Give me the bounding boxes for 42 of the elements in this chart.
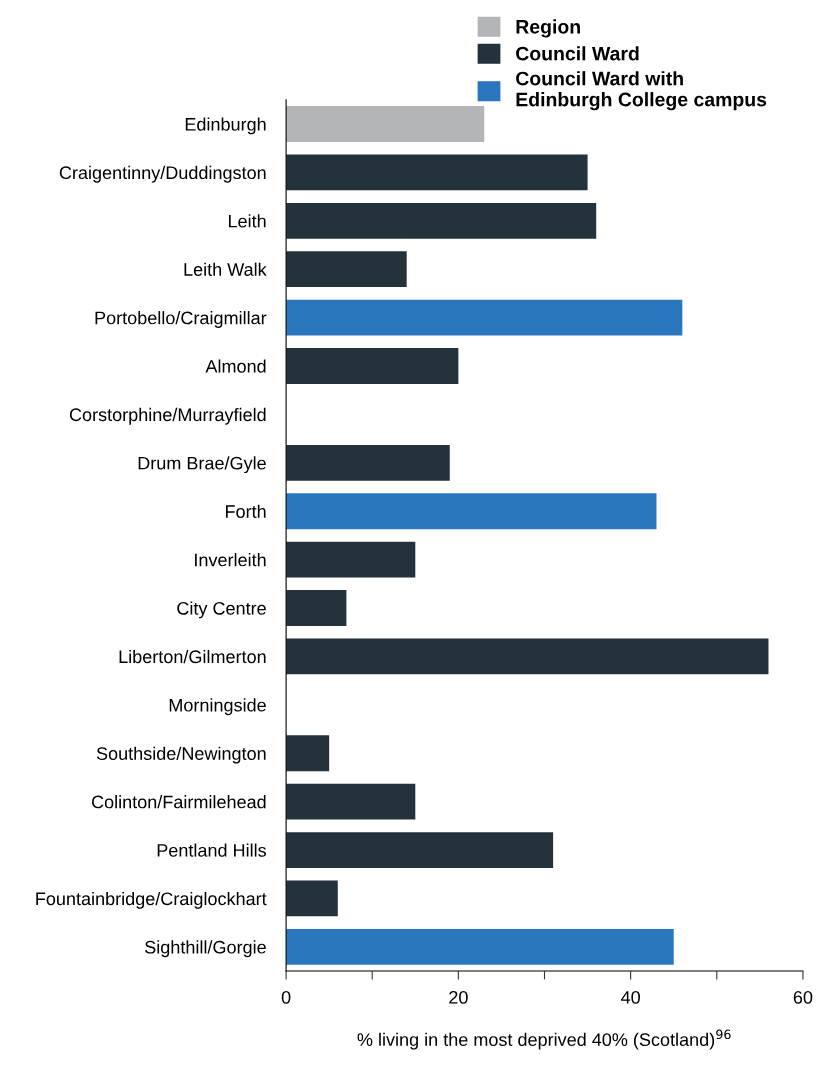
y-tick-label: City Centre bbox=[177, 601, 266, 619]
bar bbox=[286, 541, 416, 578]
y-tick-label: Southside/Newington bbox=[96, 746, 266, 764]
y-tick-label: Leith Walk bbox=[184, 262, 267, 276]
bar bbox=[286, 880, 338, 917]
y-tick-label: Craigentinny/Duddingston bbox=[59, 165, 266, 183]
y-tick-label: Portobello/Craigmillar bbox=[95, 311, 267, 328]
y-tick-label: Morningside bbox=[169, 698, 266, 716]
y-tick-label: Forth bbox=[226, 504, 266, 518]
y-tick-label: Fountainbridge/Craiglockhart bbox=[36, 891, 267, 909]
x-tick-label: 40 bbox=[621, 990, 640, 1004]
x-tick-label: 0 bbox=[281, 990, 291, 1004]
bar bbox=[286, 299, 683, 336]
bar bbox=[286, 106, 485, 142]
y-tick-label: Liberton/Gilmerton bbox=[119, 649, 266, 664]
y-tick-label: Drum Brae/Gyle bbox=[138, 456, 266, 474]
bar bbox=[286, 348, 459, 384]
legend-label: Council Ward bbox=[516, 46, 639, 61]
bar bbox=[286, 928, 674, 965]
bar bbox=[286, 832, 554, 868]
bar bbox=[286, 202, 597, 239]
x-tick-label: 60 bbox=[793, 990, 813, 1004]
legend-label: Council Ward with Edinburgh College campus bbox=[516, 71, 767, 111]
x-axis-title: % living in the most deprived 40% (Scotland)$^{96}$ bbox=[357, 1029, 731, 1050]
y-tick-label: Inverleith bbox=[195, 553, 266, 567]
y-tick-label: Sighthill/Gorgie bbox=[145, 940, 266, 958]
x-tick-label: 20 bbox=[449, 990, 468, 1004]
y-tick-label: Colinton/Fairmilehead bbox=[91, 795, 266, 809]
bar bbox=[286, 444, 450, 481]
bar bbox=[286, 783, 416, 820]
bar bbox=[286, 735, 330, 772]
bar bbox=[286, 493, 657, 530]
y-tick-label: Leith bbox=[228, 214, 266, 228]
y-tick-label: Pentland Hills bbox=[157, 843, 267, 857]
y-tick-label: Corstorphine/Murrayfield bbox=[69, 407, 266, 425]
y-tick-label: Almond bbox=[205, 359, 266, 373]
bar bbox=[286, 638, 769, 675]
bar bbox=[286, 590, 347, 626]
legend-label: Region bbox=[516, 19, 580, 38]
y-tick-label: Edinburgh bbox=[185, 117, 266, 135]
bar bbox=[286, 154, 588, 191]
bar bbox=[286, 251, 407, 288]
